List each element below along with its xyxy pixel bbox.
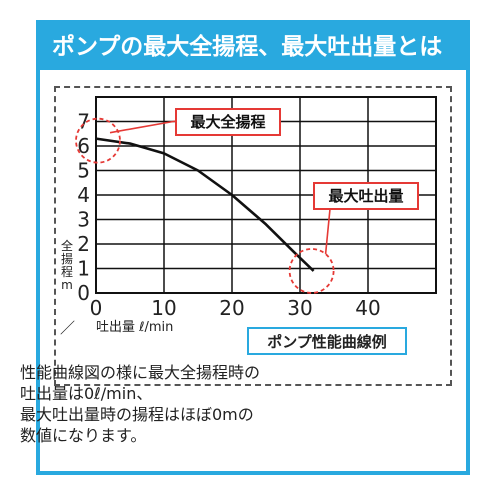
max-flow-leader-line — [324, 208, 331, 255]
description-line: 数値になります。 — [20, 426, 147, 445]
chart-dashed-box — [54, 86, 452, 386]
y-tick-label: 5 — [77, 159, 90, 183]
x-axis-label: 吐出量 ℓ/min — [96, 320, 173, 335]
y-axis-label-char: 全 — [61, 238, 73, 253]
y-tick-label: 1 — [77, 257, 90, 281]
y-axis-label-char: 揚 — [61, 252, 73, 266]
max-flow-highlight-circle — [288, 248, 335, 294]
performance-curve-line — [95, 137, 315, 272]
y-tick-label: 2 — [77, 232, 90, 256]
x-tick-label: 10 — [151, 296, 176, 320]
description-line: 最大吐出量時の揚程はほぼ0mの — [20, 405, 254, 424]
description-line: 性能曲線図の様に最大全揚程時の — [20, 363, 261, 382]
description: 性能曲線図の様に最大全揚程時の 吐出量は0ℓ/min、 最大吐出量時の揚程はほぼ… — [20, 362, 420, 446]
plot-area-border — [95, 96, 437, 294]
header-title: ポンプの最大全揚程、最大吐出量とは — [40, 24, 466, 70]
x-tick-label: 40 — [355, 296, 380, 320]
info-frame: ポンプの最大全揚程、最大吐出量とは — [36, 20, 470, 475]
callout-max-flow: 最大吐出量 — [313, 182, 419, 210]
corner-mark: ／ — [60, 319, 75, 337]
x-tick-label: 30 — [287, 296, 312, 320]
max-head-leader-line — [109, 120, 177, 134]
x-tick-label: 20 — [219, 296, 244, 320]
y-tick-label: 6 — [77, 134, 90, 158]
callout-max-head: 最大全揚程 — [175, 108, 281, 136]
max-head-highlight-circle — [75, 117, 121, 164]
chart-caption: ポンプ性能曲線例 — [247, 327, 407, 355]
y-axis-label-char: 程 — [61, 264, 73, 279]
y-tick-label: 0 — [77, 281, 90, 305]
description-line: 吐出量は0ℓ/min、 — [20, 384, 153, 403]
y-tick-label: 3 — [77, 208, 90, 232]
y-tick-label: 4 — [77, 183, 90, 207]
y-axis-label-char: m — [61, 278, 73, 292]
x-tick-label: 0 — [90, 296, 103, 320]
y-tick-label: 7 — [77, 110, 90, 134]
